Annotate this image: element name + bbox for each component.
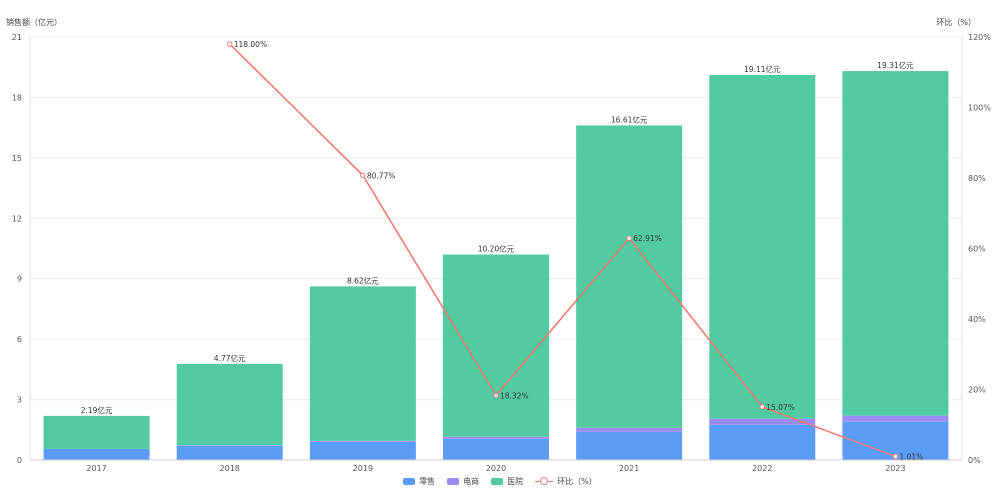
- bar-hospital: [309, 286, 416, 441]
- y-left-tick-label: 3: [17, 396, 22, 405]
- legend-swatch: [491, 477, 504, 485]
- growth-label: 80.77%: [367, 171, 396, 180]
- legend-swatch: [447, 477, 460, 485]
- legend-item-hospital[interactable]: 医院: [491, 476, 523, 487]
- growth-point: [759, 404, 765, 410]
- bar-total-label: 16.61亿元: [611, 114, 648, 124]
- bar-hospital: [443, 254, 549, 437]
- growth-point: [626, 235, 632, 241]
- axes: 0 3 6 9 12 15 18 21 0% 20% 40% 60% 80% 100% 120% 2017 20…: [12, 33, 991, 472]
- bar-retail: [576, 431, 683, 460]
- y-left-tick-label: 0: [17, 456, 22, 465]
- y-right-tick-label: 60%: [968, 245, 986, 254]
- bar-total-label: 10.20亿元: [478, 244, 515, 254]
- bar-retail: [309, 441, 416, 460]
- x-tick-label: 2023: [885, 464, 905, 472]
- x-tick-label: 2017: [86, 464, 106, 472]
- bar-hospital: [176, 363, 283, 446]
- growth-label: 62.91%: [633, 234, 662, 243]
- growth-label: 1.01%: [899, 452, 923, 461]
- bar-retail: [709, 424, 816, 460]
- legend-line-swatch: [535, 477, 554, 485]
- legend-label: 电商: [463, 476, 480, 486]
- y-left-tick-label: 21: [12, 33, 22, 42]
- bar-total-label: 8.62亿元: [347, 275, 379, 285]
- bar-total-label: 4.77亿元: [214, 353, 246, 363]
- y-axis-left-title: 销售额（亿元）: [6, 17, 62, 27]
- y-left-tick-label: 18: [12, 93, 22, 102]
- y-right-tick-label: 80%: [968, 174, 986, 183]
- legend-label: 医院: [507, 476, 524, 486]
- bar-retail: [842, 421, 949, 460]
- y-left-tick-label: 15: [12, 154, 22, 163]
- y-left-tick-label: 6: [17, 335, 22, 344]
- bar-hospital: [842, 71, 949, 416]
- legend-item-growth[interactable]: 环比（%）: [535, 476, 597, 487]
- bar-hospital: [43, 415, 150, 449]
- bar-total-label: 19.31亿元: [877, 60, 914, 70]
- bar-ecommerce: [309, 440, 416, 442]
- bar-hospital: [709, 75, 816, 419]
- growth-label: 18.32%: [500, 391, 529, 400]
- x-tick-label: 2020: [486, 464, 506, 472]
- legend-swatch: [403, 477, 416, 485]
- bars: 2.19亿元 4.77亿元 8.62亿元 10.20亿元 16.61亿元 19.11亿元 1…: [43, 60, 949, 460]
- bar-hospital: [576, 125, 683, 428]
- growth-line: 118.00% 80.77% 18.32% 62.91% 15.07% 1.01%: [227, 40, 923, 461]
- y-left-tick-label: 12: [12, 214, 22, 223]
- bar-ecommerce: [176, 445, 283, 446]
- bar-retail: [176, 445, 283, 460]
- y-right-tick-label: 120%: [968, 33, 991, 42]
- legend: 零售 电商 医院 环比（%）: [0, 474, 1000, 488]
- y-right-tick-label: 20%: [968, 386, 986, 395]
- x-tick-label: 2018: [220, 464, 240, 472]
- bar-ecommerce: [709, 418, 816, 425]
- bar-retail: [43, 448, 150, 460]
- bar-ecommerce: [576, 427, 683, 432]
- bar-retail: [443, 438, 549, 460]
- bar-total-label: 19.11亿元: [744, 64, 781, 74]
- growth-point: [493, 392, 499, 399]
- y-left-tick-label: 9: [17, 275, 22, 284]
- y-axis-right-title: 环比（%）: [936, 17, 976, 27]
- bar-total-label: 2.19亿元: [81, 405, 113, 415]
- x-tick-label: 2019: [353, 464, 373, 472]
- legend-label: 零售: [419, 476, 436, 486]
- growth-line-path: [229, 43, 896, 458]
- growth-point: [892, 453, 899, 460]
- growth-point: [227, 41, 233, 47]
- x-tick-label: 2021: [619, 464, 639, 472]
- growth-label: 15.07%: [766, 403, 795, 412]
- y-right-tick-label: 40%: [968, 315, 986, 324]
- y-right-tick-label: 100%: [968, 104, 991, 113]
- bar-ecommerce: [443, 436, 549, 439]
- y-right-tick-label: 0%: [968, 456, 981, 465]
- bar-ecommerce: [842, 415, 949, 422]
- legend-item-ecommerce[interactable]: 电商: [447, 476, 479, 487]
- legend-label: 环比（%）: [557, 476, 597, 486]
- x-tick-label: 2022: [752, 464, 772, 472]
- growth-point: [360, 172, 366, 178]
- legend-item-retail[interactable]: 零售: [403, 476, 435, 487]
- growth-label: 118.00%: [234, 40, 267, 49]
